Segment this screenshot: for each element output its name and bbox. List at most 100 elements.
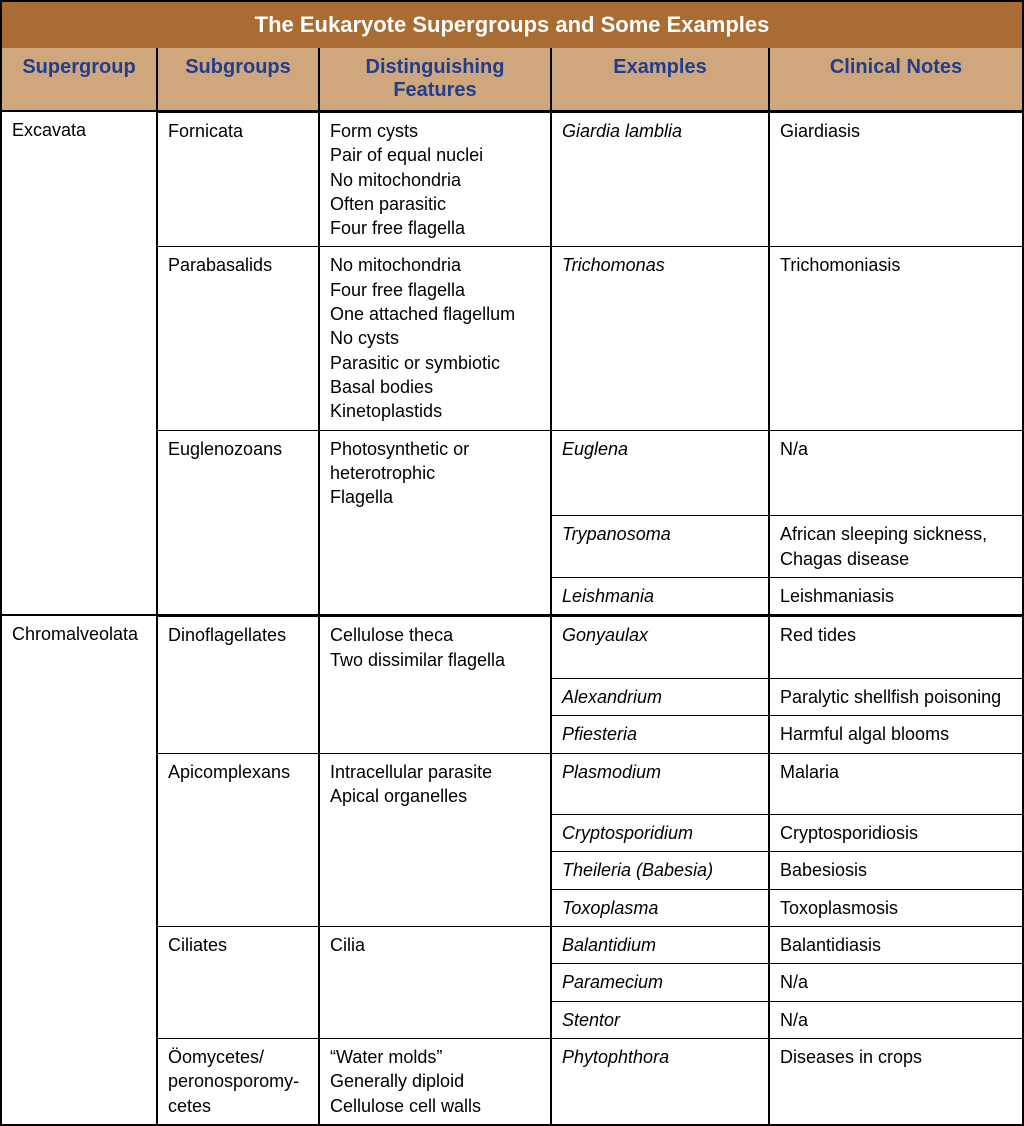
table-row: PfiesteriaHarmful algal blooms (2, 715, 1022, 752)
col-examples: Examples (552, 48, 770, 110)
example-cell: Cryptosporidium (552, 814, 770, 851)
table-row: CiliatesCiliaBalantidiumBalantidiasis (2, 926, 1022, 963)
example-cell: Giardia lamblia (552, 112, 770, 246)
table-row: Öomycetes/ peronosporomy-cetes“Water mol… (2, 1038, 1022, 1124)
clinical-cell: N/a (770, 1001, 1022, 1038)
example-cell: Pfiesteria (552, 715, 770, 752)
table-row: StentorN/a (2, 1001, 1022, 1038)
clinical-cell: Toxoplasmosis (770, 889, 1022, 926)
supergroup-cell (2, 715, 158, 752)
features-cell (320, 889, 552, 926)
supergroup-cell (2, 1001, 158, 1038)
features-cell (320, 814, 552, 851)
table-row: Theileria (Babesia)Babesiosis (2, 851, 1022, 888)
clinical-cell: N/a (770, 430, 1022, 516)
subgroup-cell: Euglenozoans (158, 430, 320, 516)
table-row: LeishmaniaLeishmaniasis (2, 577, 1022, 614)
table-row: AlexandriumParalytic shellfish poisoning (2, 678, 1022, 715)
features-cell: Form cystsPair of equal nucleiNo mitocho… (320, 112, 552, 246)
table-row: ParabasalidsNo mitochondriaFour free fla… (2, 246, 1022, 429)
table-row: ToxoplasmaToxoplasmosis (2, 889, 1022, 926)
features-cell (320, 963, 552, 1000)
clinical-cell: Paralytic shellfish poisoning (770, 678, 1022, 715)
example-cell: Phytophthora (552, 1038, 770, 1124)
clinical-cell: Leishmaniasis (770, 577, 1022, 614)
eukaryote-table: The Eukaryote Supergroups and Some Examp… (0, 0, 1024, 1126)
supergroup-cell (2, 515, 158, 577)
features-cell: “Water molds”Generally diploidCellulose … (320, 1038, 552, 1124)
supergroup-cell (2, 926, 158, 963)
clinical-cell: Balantidiasis (770, 926, 1022, 963)
table-row: ParameciumN/a (2, 963, 1022, 1000)
col-subgroups: Subgroups (158, 48, 320, 110)
clinical-cell: Diseases in crops (770, 1038, 1022, 1124)
example-cell: Trichomonas (552, 246, 770, 429)
table-row: EuglenozoansPhotosynthetic or heterotrop… (2, 430, 1022, 516)
subgroup-cell (158, 515, 320, 577)
table-row: ApicomplexansIntracellular parasiteApica… (2, 753, 1022, 815)
col-supergroup: Supergroup (2, 48, 158, 110)
clinical-cell: Babesiosis (770, 851, 1022, 888)
table-header-row: Supergroup Subgroups Distinguishing Feat… (2, 48, 1022, 110)
supergroup-cell (2, 430, 158, 516)
example-cell: Balantidium (552, 926, 770, 963)
features-cell: Cilia (320, 926, 552, 963)
clinical-cell: Red tides (770, 616, 1022, 678)
features-cell (320, 678, 552, 715)
features-cell (320, 851, 552, 888)
example-cell: Alexandrium (552, 678, 770, 715)
supergroup-cell (2, 889, 158, 926)
subgroup-cell (158, 814, 320, 851)
subgroup-cell (158, 678, 320, 715)
table-row: ChromalveolataDinoflagellatesCellulose t… (2, 614, 1022, 678)
subgroup-cell: Öomycetes/ peronosporomy-cetes (158, 1038, 320, 1124)
example-cell: Trypanosoma (552, 515, 770, 577)
col-features: Distinguishing Features (320, 48, 552, 110)
supergroup-cell (2, 851, 158, 888)
table-row: TrypanosomaAfrican sleeping sickness, Ch… (2, 515, 1022, 577)
clinical-cell: Trichomoniasis (770, 246, 1022, 429)
example-cell: Euglena (552, 430, 770, 516)
subgroup-cell: Apicomplexans (158, 753, 320, 815)
example-cell: Plasmodium (552, 753, 770, 815)
table-title: The Eukaryote Supergroups and Some Examp… (2, 2, 1022, 48)
subgroup-cell (158, 1001, 320, 1038)
features-cell (320, 715, 552, 752)
supergroup-cell (2, 577, 158, 614)
subgroup-cell (158, 889, 320, 926)
features-cell (320, 577, 552, 614)
supergroup-cell (2, 963, 158, 1000)
table-row: CryptosporidiumCryptosporidiosis (2, 814, 1022, 851)
example-cell: Theileria (Babesia) (552, 851, 770, 888)
subgroup-cell (158, 715, 320, 752)
clinical-cell: Harmful algal blooms (770, 715, 1022, 752)
features-cell: Cellulose thecaTwo dissimilar flagella (320, 616, 552, 678)
features-cell (320, 1001, 552, 1038)
subgroup-cell: Dinoflagellates (158, 616, 320, 678)
supergroup-cell (2, 1038, 158, 1124)
features-cell: Photosynthetic or heterotrophicFlagella (320, 430, 552, 516)
features-cell: No mitochondriaFour free flagellaOne att… (320, 246, 552, 429)
supergroup-cell (2, 753, 158, 815)
example-cell: Stentor (552, 1001, 770, 1038)
features-cell: Intracellular parasiteApical organelles (320, 753, 552, 815)
supergroup-cell (2, 814, 158, 851)
clinical-cell: Giardiasis (770, 112, 1022, 246)
clinical-cell: Cryptosporidiosis (770, 814, 1022, 851)
table-row: ExcavataFornicataForm cystsPair of equal… (2, 110, 1022, 246)
features-cell (320, 515, 552, 577)
example-cell: Toxoplasma (552, 889, 770, 926)
example-cell: Paramecium (552, 963, 770, 1000)
example-cell: Leishmania (552, 577, 770, 614)
clinical-cell: African sleeping sickness, Chagas diseas… (770, 515, 1022, 577)
subgroup-cell: Fornicata (158, 112, 320, 246)
subgroup-cell (158, 851, 320, 888)
supergroup-cell (2, 678, 158, 715)
supergroup-cell: Chromalveolata (2, 616, 158, 678)
supergroup-cell: Excavata (2, 112, 158, 246)
subgroup-cell (158, 577, 320, 614)
subgroup-cell (158, 963, 320, 1000)
table-body: ExcavataFornicataForm cystsPair of equal… (2, 110, 1022, 1124)
col-clinical: Clinical Notes (770, 48, 1022, 110)
clinical-cell: N/a (770, 963, 1022, 1000)
